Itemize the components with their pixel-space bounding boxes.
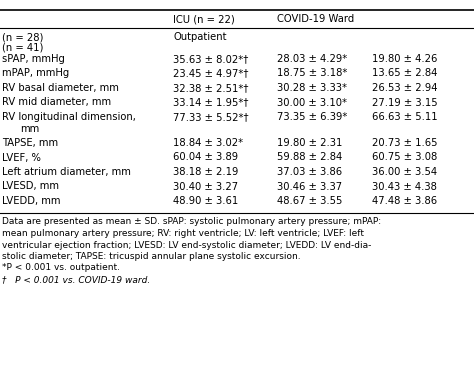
Text: COVID-19 Ward: COVID-19 Ward: [277, 14, 355, 24]
Text: 60.04 ± 3.89: 60.04 ± 3.89: [173, 153, 238, 162]
Text: *P < 0.001 vs. outpatient.: *P < 0.001 vs. outpatient.: [2, 264, 120, 273]
Text: 59.88 ± 2.84: 59.88 ± 2.84: [277, 153, 343, 162]
Text: mean pulmonary artery pressure; RV: right ventricle; LV: left ventricle; LVEF: l: mean pulmonary artery pressure; RV: righ…: [2, 229, 365, 238]
Text: 18.84 ± 3.02*: 18.84 ± 3.02*: [173, 138, 243, 148]
Text: 30.43 ± 4.38: 30.43 ± 4.38: [372, 181, 437, 192]
Text: 38.18 ± 2.19: 38.18 ± 2.19: [173, 167, 238, 177]
Text: 36.00 ± 3.54: 36.00 ± 3.54: [372, 167, 437, 177]
Text: LVEDD, mm: LVEDD, mm: [2, 196, 61, 206]
Text: 48.67 ± 3.55: 48.67 ± 3.55: [277, 196, 343, 206]
Text: 19.80 ± 4.26: 19.80 ± 4.26: [372, 54, 438, 64]
Text: RV longitudinal dimension,: RV longitudinal dimension,: [2, 112, 136, 122]
Text: (n = 28): (n = 28): [2, 32, 44, 42]
Text: Data are presented as mean ± SD. sPAP: systolic pulmonary artery pressure; mPAP:: Data are presented as mean ± SD. sPAP: s…: [2, 218, 382, 227]
Text: 66.63 ± 5.11: 66.63 ± 5.11: [372, 112, 438, 122]
Text: RV basal diameter, mm: RV basal diameter, mm: [2, 83, 119, 93]
Text: 30.28 ± 3.33*: 30.28 ± 3.33*: [277, 83, 347, 93]
Text: 30.40 ± 3.27: 30.40 ± 3.27: [173, 181, 238, 192]
Text: 32.38 ± 2.51*†: 32.38 ± 2.51*†: [173, 83, 248, 93]
Text: mm: mm: [20, 123, 40, 134]
Text: 28.03 ± 4.29*: 28.03 ± 4.29*: [277, 54, 347, 64]
Text: LVEF, %: LVEF, %: [2, 153, 41, 162]
Text: 37.03 ± 3.86: 37.03 ± 3.86: [277, 167, 342, 177]
Text: †   P < 0.001 vs. COVID-19 ward.: † P < 0.001 vs. COVID-19 ward.: [2, 275, 151, 284]
Text: LVESD, mm: LVESD, mm: [2, 181, 59, 192]
Text: 13.65 ± 2.84: 13.65 ± 2.84: [372, 69, 438, 78]
Text: 35.63 ± 8.02*†: 35.63 ± 8.02*†: [173, 54, 248, 64]
Text: sPAP, mmHg: sPAP, mmHg: [2, 54, 65, 64]
Text: ventricular ejection fraction; LVESD: LV end-systolic diameter; LVEDD: LV end-di: ventricular ejection fraction; LVESD: LV…: [2, 241, 372, 250]
Text: mPAP, mmHg: mPAP, mmHg: [2, 69, 70, 78]
Text: 30.00 ± 3.10*: 30.00 ± 3.10*: [277, 97, 347, 108]
Text: 33.14 ± 1.95*†: 33.14 ± 1.95*†: [173, 97, 248, 108]
Text: stolic diameter; TAPSE: tricuspid annular plane systolic excursion.: stolic diameter; TAPSE: tricuspid annula…: [2, 252, 301, 261]
Text: Outpatient: Outpatient: [173, 32, 227, 42]
Text: 60.75 ± 3.08: 60.75 ± 3.08: [372, 153, 438, 162]
Text: 47.48 ± 3.86: 47.48 ± 3.86: [372, 196, 437, 206]
Text: (n = 41): (n = 41): [2, 43, 44, 53]
Text: ICU (n = 22): ICU (n = 22): [173, 14, 235, 24]
Text: Left atrium diameter, mm: Left atrium diameter, mm: [2, 167, 131, 177]
Text: 27.19 ± 3.15: 27.19 ± 3.15: [372, 97, 438, 108]
Text: RV mid diameter, mm: RV mid diameter, mm: [2, 97, 111, 108]
Text: 77.33 ± 5.52*†: 77.33 ± 5.52*†: [173, 112, 249, 122]
Text: 30.46 ± 3.37: 30.46 ± 3.37: [277, 181, 342, 192]
Text: 48.90 ± 3.61: 48.90 ± 3.61: [173, 196, 238, 206]
Text: 20.73 ± 1.65: 20.73 ± 1.65: [372, 138, 438, 148]
Text: 73.35 ± 6.39*: 73.35 ± 6.39*: [277, 112, 347, 122]
Text: 18.75 ± 3.18*: 18.75 ± 3.18*: [277, 69, 347, 78]
Text: 26.53 ± 2.94: 26.53 ± 2.94: [372, 83, 438, 93]
Text: TAPSE, mm: TAPSE, mm: [2, 138, 58, 148]
Text: 19.80 ± 2.31: 19.80 ± 2.31: [277, 138, 343, 148]
Text: 23.45 ± 4.97*†: 23.45 ± 4.97*†: [173, 69, 248, 78]
